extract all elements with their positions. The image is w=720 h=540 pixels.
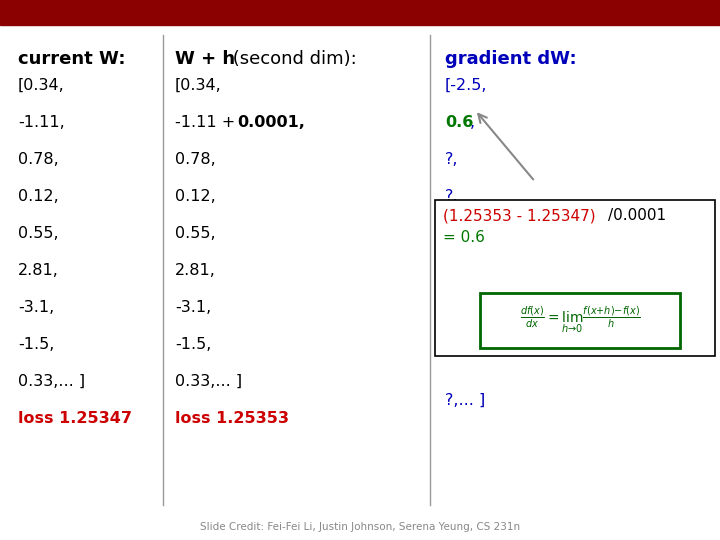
Text: -3.1,: -3.1, [18,300,54,315]
Text: 0.12,: 0.12, [18,189,59,204]
Text: 0.12,: 0.12, [175,189,216,204]
Bar [480,293,680,348]
Text: (1.25353 - 1.25347): (1.25353 - 1.25347) [443,208,595,223]
Text: -1.5,: -1.5, [175,337,212,352]
Text: current W:: current W: [18,50,125,68]
Text: 2.81,: 2.81, [18,263,59,278]
Text: (second dim):: (second dim): [227,50,356,68]
Text: 0.78,: 0.78, [175,152,216,167]
Text: $\frac{df(x)}{dx} = \lim_{h \to 0} \frac{f(x + h) - f(x)}{h}$: $\frac{df(x)}{dx} = \lim_{h \to 0} \frac… [520,305,640,335]
Text: 2.81,: 2.81, [175,263,216,278]
Text: W + h: W + h [175,50,235,68]
Text: -3.1,: -3.1, [175,300,211,315]
Text: 0.78,: 0.78, [18,152,59,167]
Text: ?,... ]: ?,... ] [445,393,485,408]
Text: = 0.6: = 0.6 [443,230,485,245]
Text: -1.5,: -1.5, [18,337,55,352]
Bar [435,200,715,355]
Text: ,: , [470,115,475,130]
Text: Slide Credit: Fei-Fei Li, Justin Johnson, Serena Yeung, CS 231n: Slide Credit: Fei-Fei Li, Justin Johnson… [200,522,520,532]
Text: gradient dW:: gradient dW: [445,50,577,68]
Text: ?,: ?, [445,152,459,167]
Text: 0.55,: 0.55, [175,226,215,241]
Text: -1.11 +: -1.11 + [175,115,240,130]
Text: /0.0001: /0.0001 [608,208,666,223]
Text: [-2.5,: [-2.5, [445,78,487,93]
Text: [0.34,: [0.34, [175,78,222,93]
Bar [0,0,720,25]
Text: 0.55,: 0.55, [18,226,58,241]
Text: loss 1.25347: loss 1.25347 [18,411,132,426]
Text: 0.33,... ]: 0.33,... ] [175,374,242,389]
Text: [0.34,: [0.34, [18,78,65,93]
Text: 0.33,... ]: 0.33,... ] [18,374,85,389]
Text: -1.11,: -1.11, [18,115,65,130]
Text: ?,: ?, [445,189,459,204]
Text: loss 1.25353: loss 1.25353 [175,411,289,426]
Text: 0.0001,: 0.0001, [237,115,305,130]
Text: 0.6: 0.6 [445,115,473,130]
